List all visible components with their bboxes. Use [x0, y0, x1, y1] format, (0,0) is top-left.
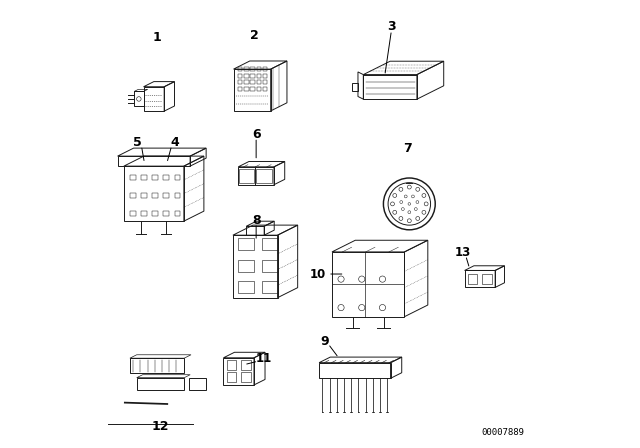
- Text: 12: 12: [152, 420, 169, 433]
- Text: 8: 8: [252, 214, 260, 227]
- Text: 4: 4: [170, 136, 179, 149]
- Text: 13: 13: [455, 246, 471, 258]
- Text: 9: 9: [320, 335, 329, 348]
- Text: 6: 6: [252, 128, 260, 141]
- Text: 10: 10: [310, 267, 326, 280]
- Text: 1: 1: [152, 31, 161, 44]
- Text: 7: 7: [403, 142, 412, 155]
- Text: 00007889: 00007889: [481, 428, 525, 438]
- Text: 5: 5: [133, 136, 142, 149]
- Text: 11: 11: [256, 353, 272, 366]
- Text: 2: 2: [250, 29, 259, 42]
- Text: 3: 3: [387, 20, 396, 33]
